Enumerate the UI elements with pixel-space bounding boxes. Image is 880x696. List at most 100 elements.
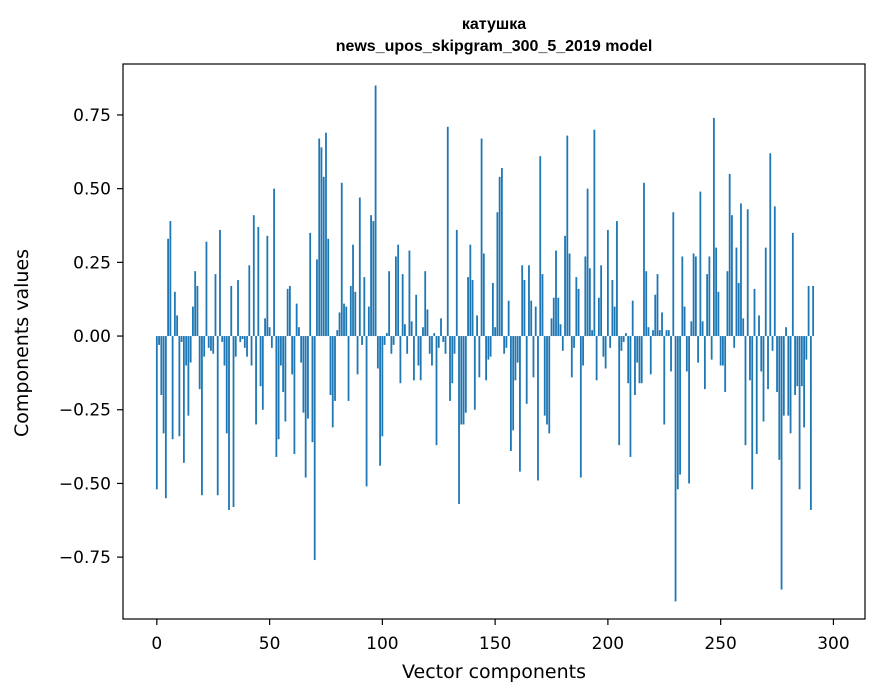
bar (205, 241, 208, 337)
bar (383, 336, 386, 345)
bar (182, 336, 185, 463)
bar (189, 336, 192, 363)
bar (164, 336, 167, 499)
bar (298, 327, 300, 337)
bar (455, 229, 458, 337)
bar (419, 336, 422, 381)
bar (796, 336, 799, 387)
bar (503, 336, 506, 354)
bar (397, 244, 400, 337)
chart-subtitle: news_upos_skipgram_300_5_2019 model (336, 38, 653, 55)
bar (392, 336, 395, 345)
bar (453, 336, 456, 354)
bar (498, 176, 501, 337)
bar (773, 206, 776, 337)
bar (789, 336, 792, 434)
bar (225, 336, 228, 434)
bar (724, 336, 727, 393)
bar (521, 265, 524, 337)
bar (194, 271, 197, 337)
bar (334, 336, 336, 401)
bar (672, 212, 675, 337)
bar (654, 294, 657, 337)
bar (449, 336, 451, 401)
bar (307, 336, 309, 419)
bar (722, 336, 724, 366)
bar (417, 336, 420, 366)
bar (778, 336, 781, 460)
bar (252, 215, 255, 337)
bar (570, 336, 573, 378)
bar (809, 336, 812, 510)
bar (446, 126, 449, 337)
bar (606, 229, 609, 337)
bar (582, 336, 584, 366)
bar (268, 327, 271, 337)
bar (241, 336, 244, 339)
bar (512, 336, 515, 431)
bar (313, 336, 316, 561)
bar (473, 336, 476, 410)
bar (561, 336, 564, 351)
y-tick-label: 0.25 (73, 253, 111, 273)
bar (731, 215, 733, 337)
bar (593, 129, 596, 337)
bar (616, 221, 618, 337)
bar (270, 336, 273, 348)
bar (347, 336, 350, 401)
bar (214, 274, 217, 337)
x-tick-label: 0 (151, 634, 162, 654)
x-axis-label: Vector components (402, 661, 586, 683)
bar (322, 176, 325, 337)
chart-title: катушка (462, 16, 526, 33)
bar (539, 156, 542, 337)
bar (437, 336, 440, 348)
bar (458, 336, 460, 505)
bar (282, 336, 285, 393)
bar (363, 277, 366, 337)
bar (467, 277, 469, 337)
bar (647, 327, 650, 337)
bar (162, 336, 165, 434)
x-tick-label: 50 (259, 634, 281, 654)
bar (201, 336, 203, 496)
bar (329, 336, 332, 395)
bar (176, 315, 179, 337)
bar (390, 336, 393, 354)
bar (388, 271, 391, 337)
bar (320, 147, 323, 337)
bar (780, 336, 783, 590)
bar (618, 336, 621, 446)
x-tick-label: 300 (817, 634, 849, 654)
bar (507, 300, 510, 337)
bar (584, 256, 587, 337)
bar (767, 336, 769, 390)
bar (196, 285, 199, 337)
bar (555, 250, 557, 337)
bar (476, 315, 478, 337)
bar (523, 280, 526, 337)
bar (681, 256, 684, 337)
bar (552, 297, 555, 337)
bar (667, 330, 670, 337)
bar (688, 336, 690, 484)
bar (203, 336, 206, 357)
bar (613, 306, 616, 337)
x-tick-label: 250 (704, 634, 736, 654)
bar (413, 336, 415, 381)
bar (471, 280, 474, 337)
bar (505, 336, 508, 348)
bar (428, 336, 431, 354)
bar (548, 336, 551, 434)
bar (198, 336, 201, 390)
bar (415, 294, 418, 337)
bar (243, 336, 246, 348)
bar (302, 336, 305, 413)
bar (755, 336, 758, 454)
bar (273, 188, 275, 337)
bar (291, 336, 294, 375)
bar (300, 336, 303, 363)
bar (426, 309, 429, 337)
bar (760, 336, 763, 372)
